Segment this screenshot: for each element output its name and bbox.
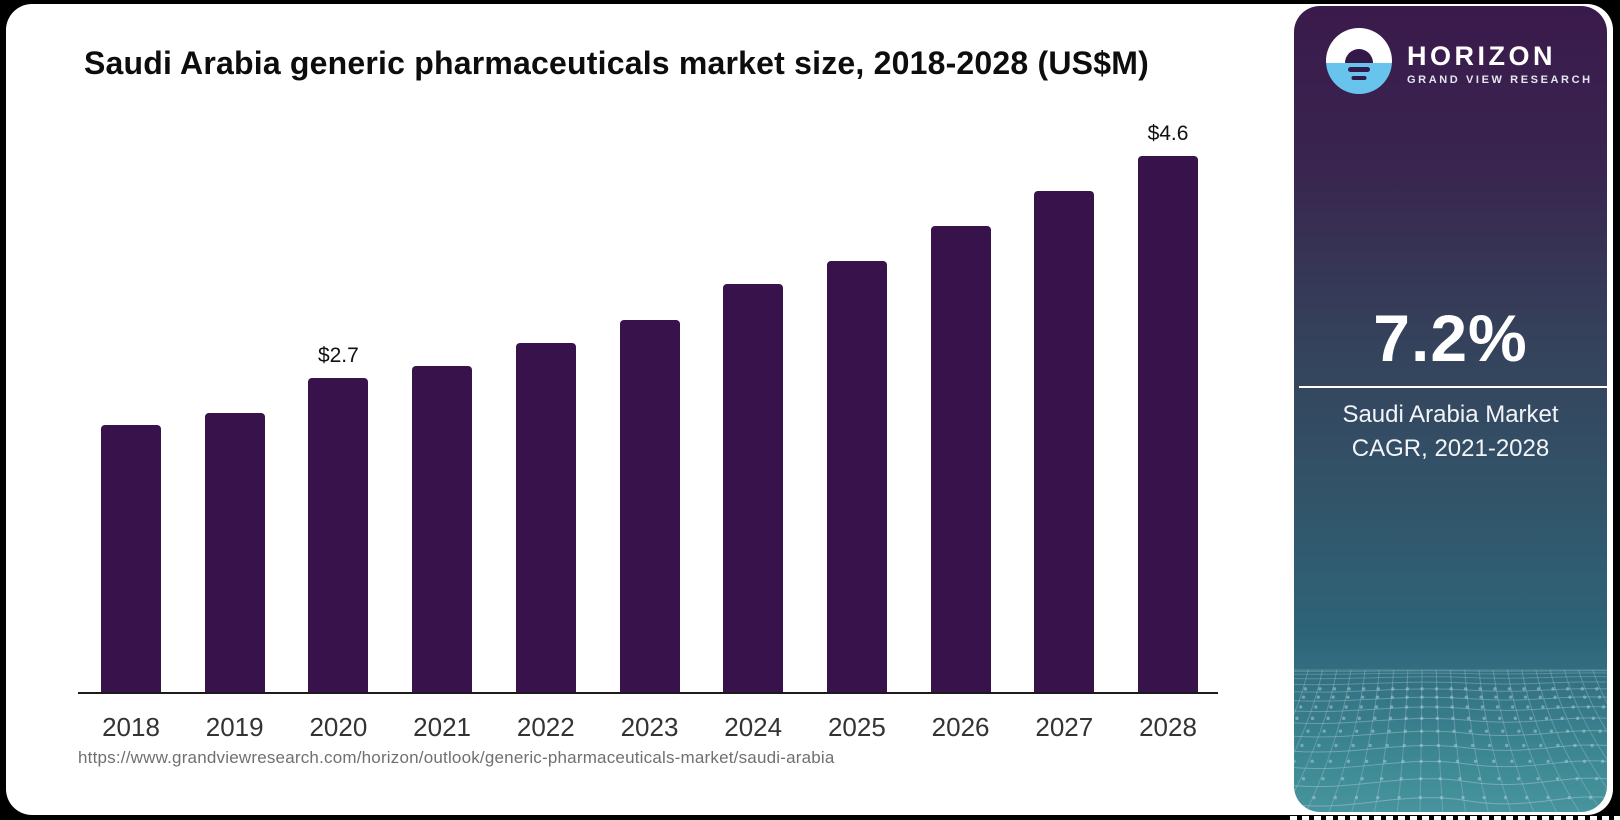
x-tick-label: 2026 [931,712,990,742]
x-tick-label: 2027 [1035,712,1094,742]
bar [1034,191,1095,694]
x-axis-line [78,692,1218,694]
bar-value-label: $2.7 [317,344,359,367]
cagr-caption: Saudi Arabia Market CAGR, 2021-2028 [1294,398,1607,466]
chart-title: Saudi Arabia generic pharmaceuticals mar… [84,45,1149,81]
cagr-caption-line2: CAGR, 2021-2028 [1351,435,1550,462]
stat-divider [1299,386,1607,388]
logo-reflection-icon [1348,67,1370,72]
brand-tagline: GRAND VIEW RESEARCH [1407,74,1593,86]
bar [826,261,887,694]
bottom-dashed-edge [1290,816,1620,820]
bar [412,366,473,694]
logo-sun-icon [1345,49,1373,63]
bar-value-label: $4.6 [1147,122,1189,145]
cagr-caption-line1: Saudi Arabia Market [1342,401,1559,428]
x-tick-label: 2019 [205,712,264,742]
x-tick-label: 2020 [309,712,368,742]
bar [930,226,991,694]
logo-reflection-icon [1351,76,1367,80]
bar [723,284,784,694]
bar [619,320,680,694]
sidebar-card: HORIZON GRAND VIEW RESEARCH 7.2% Saudi A… [1294,6,1607,812]
brand-name: HORIZON [1407,41,1556,71]
bar [308,378,369,694]
x-tick-label: 2025 [827,712,886,742]
cagr-value: 7.2% [1373,301,1528,375]
wireframe-mesh-graphic [1294,669,1607,812]
bar [1138,156,1198,694]
x-tick-label: 2024 [724,712,783,742]
source-url: https://www.grandviewresearch.com/horizo… [78,748,835,767]
x-tick-label: 2028 [1139,712,1197,742]
bar [204,413,265,694]
x-tick-label: 2021 [413,712,472,742]
x-tick-label: 2018 [102,712,160,742]
horizon-logo-icon [1326,28,1392,94]
brand-block: HORIZON GRAND VIEW RESEARCH [1407,41,1593,86]
x-tick-label: 2023 [620,712,679,742]
x-tick-label: 2022 [516,712,575,742]
bar [515,343,576,694]
bar [101,425,161,694]
